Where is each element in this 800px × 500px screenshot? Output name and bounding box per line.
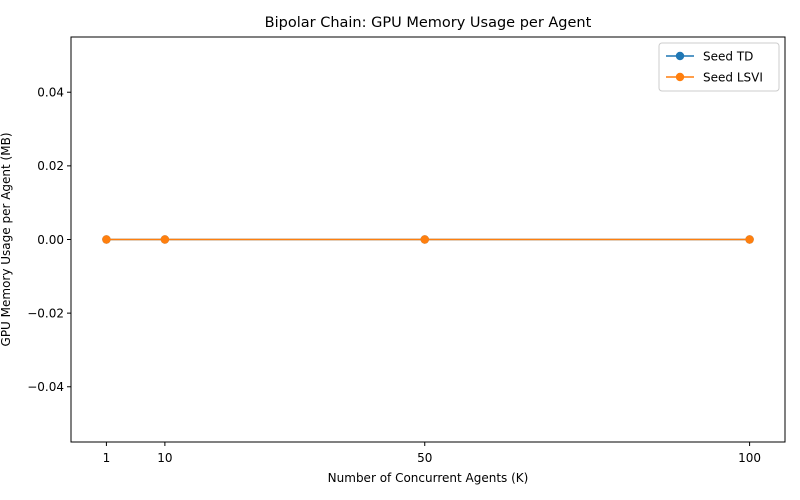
chart-title: Bipolar Chain: GPU Memory Usage per Agen…	[265, 15, 592, 31]
x-tick-label: 10	[157, 451, 172, 465]
series-layer	[102, 235, 754, 244]
data-point-seed-lsvi	[102, 235, 111, 244]
legend-marker-seed-lsvi	[675, 72, 685, 82]
legend-marker-seed-td	[675, 51, 685, 61]
legend: Seed TD Seed LSVI	[658, 42, 780, 92]
y-axis: −0.04 −0.02 0.00 0.02 0.04	[27, 86, 71, 394]
legend-label-seed-lsvi: Seed LSVI	[703, 70, 763, 84]
y-tick-label: 0.04	[37, 86, 64, 100]
plot-frame	[70, 36, 786, 443]
y-axis-label: GPU Memory Usage per Agent (MB)	[0, 133, 13, 347]
x-axis: 1 10 50 100	[103, 442, 761, 465]
y-tick-label: −0.02	[27, 306, 64, 320]
x-tick-label: 50	[417, 451, 432, 465]
y-tick-label: 0.00	[37, 233, 64, 247]
x-tick-label: 1	[103, 451, 111, 465]
data-point-seed-lsvi	[420, 235, 429, 244]
data-point-seed-lsvi	[745, 235, 754, 244]
y-tick-label: −0.04	[27, 380, 64, 394]
y-tick-label: 0.02	[37, 159, 64, 173]
x-axis-label: Number of Concurrent Agents (K)	[328, 471, 529, 485]
data-point-seed-lsvi	[160, 235, 170, 244]
x-tick-label: 100	[738, 451, 761, 465]
legend-box	[658, 42, 780, 92]
legend-label-seed-td: Seed TD	[703, 49, 753, 63]
